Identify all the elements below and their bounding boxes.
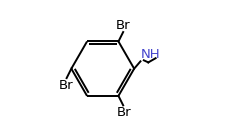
Text: Br: Br — [116, 18, 130, 32]
Text: Br: Br — [116, 106, 131, 119]
Text: NH: NH — [141, 48, 161, 61]
Text: Br: Br — [59, 78, 73, 92]
